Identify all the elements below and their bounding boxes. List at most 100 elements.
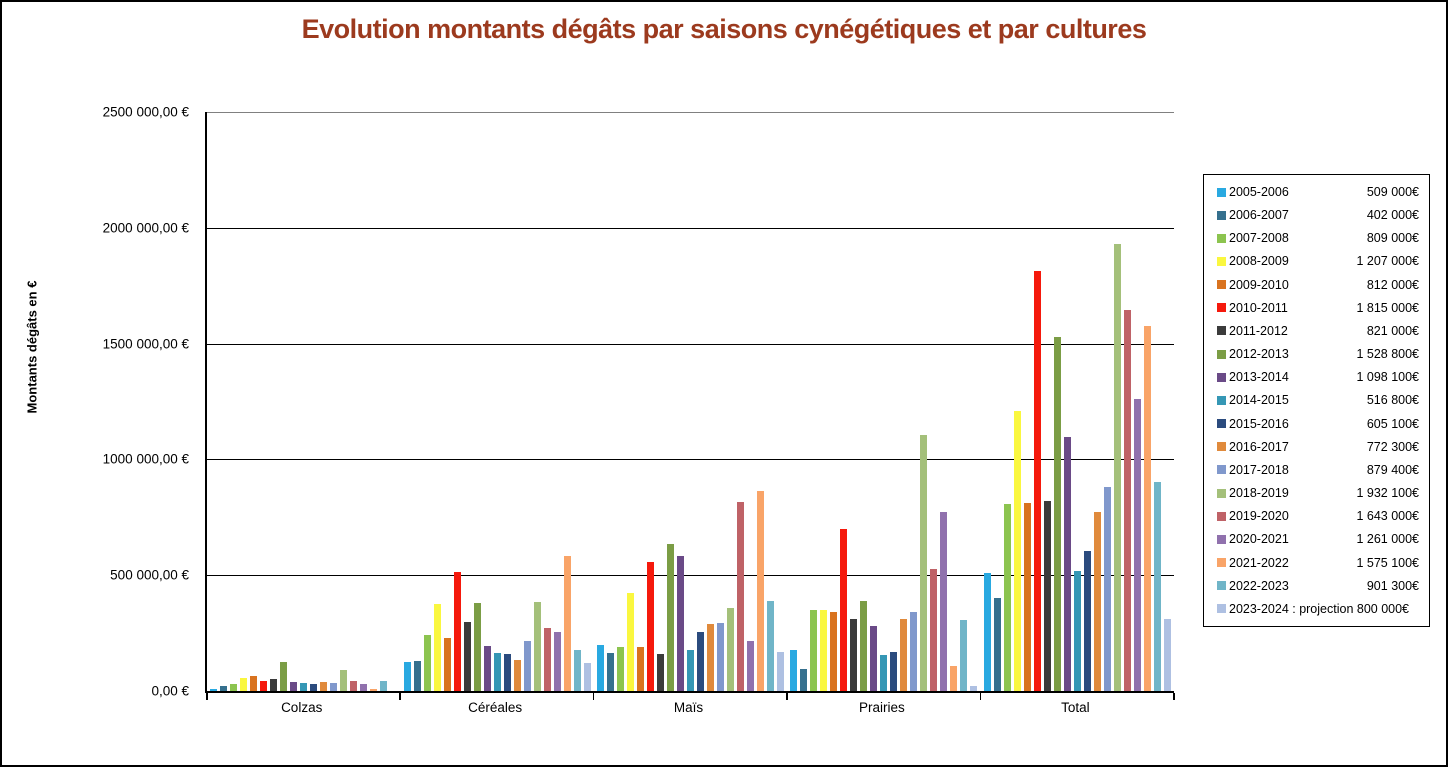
bar-2022-2023-total: [1153, 482, 1161, 691]
bar-2020-2021-maïs: [747, 641, 755, 691]
legend-item-2018-2019: 2018-2019 1 932 100€: [1217, 486, 1419, 500]
legend-value: 1 098 100€: [1356, 370, 1419, 385]
bar-2012-2013-céréales: [473, 603, 481, 691]
legend-value: 821 000€: [1366, 323, 1419, 338]
bar-2019-2020-maïs: [737, 502, 745, 691]
bar-2010-2011-prairies: [840, 528, 848, 691]
legend-item-2006-2007: 2006-2007 402 000€: [1217, 208, 1419, 222]
legend-label: 2018-2019: [1229, 486, 1289, 501]
legend-swatch: [1217, 395, 1226, 405]
bar-2008-2009-maïs: [627, 592, 635, 691]
bar-2022-2023-prairies: [960, 620, 968, 691]
bar-2014-2015-céréales: [493, 652, 501, 691]
bar-2019-2020-céréales: [543, 628, 551, 691]
bar-2009-2010-colzas: [250, 675, 258, 691]
y-tick-mark: [0, 574, 2, 576]
legend: 2005-2006 509 000€ 2006-2007 402 000€ 2007-2…: [1203, 174, 1430, 627]
legend-item-2013-2014: 2013-2014 1 098 100€: [1217, 370, 1419, 384]
legend-label: 2014-2015: [1229, 393, 1289, 408]
bar-2006-2007-maïs: [607, 652, 615, 691]
legend-label: 2021-2022: [1229, 555, 1289, 570]
bar-2011-2012-colzas: [270, 679, 278, 691]
legend-value: 1 575 100€: [1356, 555, 1419, 570]
bar-2012-2013-colzas: [280, 662, 288, 691]
bar-2016-2017-maïs: [707, 623, 715, 691]
bar-2005-2006-prairies: [790, 650, 798, 691]
bar-2021-2022-total: [1143, 326, 1151, 691]
bar-2020-2021-colzas: [360, 684, 368, 691]
bar-2017-2018-céréales: [523, 641, 531, 691]
bar-2010-2011-maïs: [647, 562, 655, 691]
legend-swatch: [1217, 256, 1226, 266]
y-tick-label: 1500 000,00 €: [102, 336, 189, 352]
bar-2011-2012-total: [1043, 500, 1051, 691]
bar-2021-2022-prairies: [950, 665, 958, 691]
category-label-colzas: Colzas: [281, 700, 323, 715]
legend-value: 1 932 100€: [1356, 486, 1419, 501]
legend-item-2010-2011: 2010-2011 1 815 000€: [1217, 301, 1419, 315]
bar-2007-2008-prairies: [810, 609, 818, 691]
bar-2012-2013-total: [1053, 336, 1061, 691]
legend-value: 516 800€: [1366, 393, 1419, 408]
bar-2013-2014-maïs: [677, 555, 685, 691]
legend-value: 605 100€: [1366, 416, 1419, 431]
legend-label: 2022-2023: [1229, 578, 1289, 593]
category-label-total: Total: [1061, 700, 1090, 715]
legend-item-2015-2016: 2015-2016 605 100€: [1217, 417, 1419, 431]
legend-value: 402 000€: [1366, 208, 1419, 223]
bar-2023-2024-total: [1163, 619, 1171, 691]
legend-item-2009-2010: 2009-2010 812 000€: [1217, 278, 1419, 292]
bar-2014-2015-prairies: [880, 655, 888, 691]
bar-2009-2010-prairies: [830, 612, 838, 691]
bar-2016-2017-colzas: [320, 681, 328, 691]
bar-2012-2013-prairies: [860, 600, 868, 691]
gridline: [207, 343, 1174, 345]
legend-label: 2005-2006: [1229, 185, 1289, 199]
y-tick-label: 2000 000,00 €: [102, 220, 189, 236]
legend-value: 879 400€: [1366, 462, 1419, 477]
bar-2006-2007-colzas: [220, 686, 228, 691]
legend-value: 1 643 000€: [1356, 509, 1419, 524]
bar-group-total: [981, 112, 1174, 691]
bar-2005-2006-céréales: [403, 662, 411, 691]
legend-item-2023-2024: 2023-2024 : projection 800 000€: [1217, 602, 1419, 616]
legend-item-2014-2015: 2014-2015 516 800€: [1217, 393, 1419, 407]
legend-label: 2007-2008: [1229, 231, 1289, 246]
legend-swatch: [1217, 210, 1226, 220]
chart-title: Evolution montants dégâts par saisons cy…: [301, 14, 1147, 44]
legend-swatch: [1217, 326, 1226, 336]
bar-2022-2023-céréales: [573, 650, 581, 691]
y-tick-mark: [0, 690, 2, 692]
category-labels: Colzas Céréales Maïs Prairies Total: [205, 700, 1172, 715]
legend-swatch: [1217, 233, 1226, 243]
bar-2010-2011-céréales: [453, 571, 461, 691]
category-label-céréales: Céréales: [468, 700, 523, 715]
bar-2019-2020-colzas: [350, 680, 358, 691]
legend-label: 2017-2018: [1229, 462, 1289, 477]
bar-2011-2012-céréales: [463, 621, 471, 691]
legend-swatch: [1217, 558, 1226, 567]
bar-2009-2010-total: [1023, 502, 1031, 691]
y-tick-mark: [0, 111, 2, 113]
legend-item-2008-2009: 2008-2009 1 207 000€: [1217, 254, 1419, 268]
bar-2014-2015-colzas: [300, 682, 308, 691]
y-tick-mark: [0, 459, 2, 461]
bar-2008-2009-céréales: [433, 604, 441, 691]
legend-item-2016-2017: 2016-2017 772 300€: [1217, 440, 1419, 454]
bar-2021-2022-colzas: [370, 688, 378, 691]
bar-2006-2007-total: [993, 597, 1001, 691]
x-tick-mark: [399, 693, 401, 700]
bar-2018-2019-total: [1113, 243, 1121, 691]
bar-2018-2019-maïs: [727, 607, 735, 691]
bar-2023-2024-prairies: [970, 686, 978, 691]
bar-2015-2016-colzas: [310, 684, 318, 691]
legend-value: 901 300€: [1366, 578, 1419, 593]
bar-2005-2006-maïs: [597, 644, 605, 691]
legend-swatch: [1217, 372, 1226, 382]
bar-2008-2009-colzas: [240, 678, 248, 691]
legend-swatch: [1217, 349, 1226, 359]
bar-2017-2018-total: [1103, 487, 1111, 691]
bar-2013-2014-total: [1063, 436, 1071, 691]
legend-label: 2016-2017: [1229, 439, 1289, 454]
x-tick-mark: [1173, 693, 1175, 700]
